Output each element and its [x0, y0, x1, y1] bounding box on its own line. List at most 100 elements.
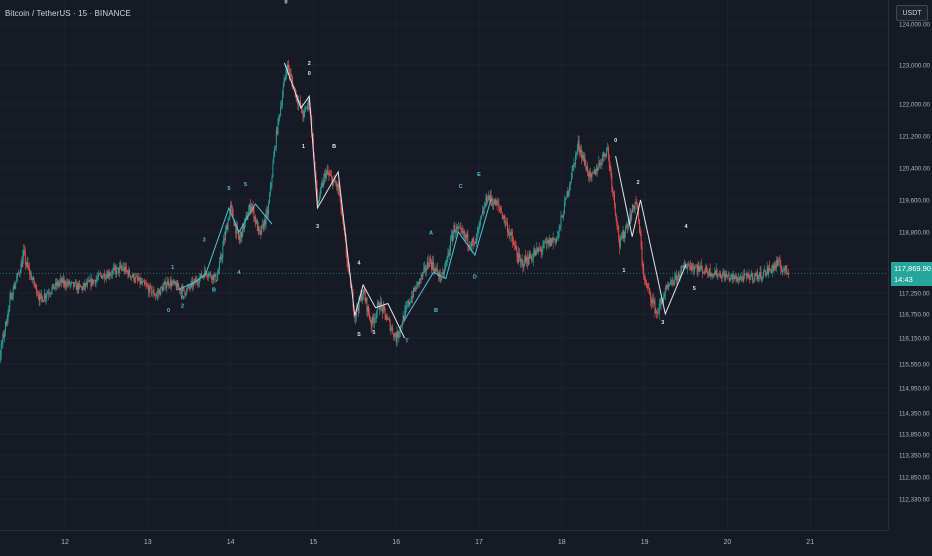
candle: [535, 249, 537, 257]
candle-body: [592, 172, 594, 174]
currency-unit-button[interactable]: USDT: [896, 5, 928, 21]
candle-body: [136, 276, 138, 278]
candle-body: [100, 274, 102, 276]
candle: [531, 253, 533, 264]
candle-body: [334, 178, 336, 183]
wave-label: 2: [308, 61, 311, 67]
candle: [484, 202, 486, 208]
candle-body: [83, 283, 85, 287]
candle-body: [743, 273, 745, 281]
candle: [676, 270, 677, 285]
candle: [176, 279, 178, 290]
candle-body: [693, 266, 695, 272]
candle: [588, 170, 589, 182]
candle: [642, 260, 644, 274]
candle-body: [729, 277, 731, 280]
candle-body: [318, 201, 320, 204]
candle-body: [325, 171, 327, 178]
candle: [755, 271, 757, 276]
candle-body: [500, 211, 502, 213]
candle: [713, 273, 715, 279]
candle: [456, 224, 458, 234]
candle: [173, 278, 175, 286]
candle: [582, 150, 583, 161]
candle-body: [475, 241, 476, 244]
candle-body: [643, 269, 645, 278]
candle-body: [491, 200, 493, 202]
candle-body: [153, 289, 155, 295]
candle: [266, 205, 268, 218]
candle-body: [237, 230, 239, 238]
candle: [283, 74, 285, 87]
candle-body: [171, 282, 173, 287]
candle-body: [148, 287, 150, 293]
candle-body: [170, 280, 172, 287]
candle-body: [211, 276, 213, 280]
candle: [17, 269, 19, 275]
candle: [718, 272, 720, 276]
candle: [682, 265, 683, 268]
candle-body: [549, 238, 551, 246]
candle-body: [379, 309, 381, 310]
candle-body: [127, 271, 129, 277]
candle-body: [368, 306, 370, 314]
candle: [565, 196, 567, 201]
candle-body: [616, 220, 618, 226]
candle: [362, 289, 364, 301]
candle-body: [583, 157, 585, 161]
candle: [655, 308, 657, 314]
candle-body: [304, 109, 306, 111]
candle: [91, 273, 93, 288]
candle: [579, 146, 581, 158]
candle: [689, 262, 690, 271]
candle-body: [405, 307, 407, 310]
candle: [155, 291, 157, 299]
candle-body: [85, 283, 87, 287]
candle-body: [337, 183, 339, 190]
candle-body: [746, 273, 748, 278]
candle-body: [748, 274, 750, 278]
candle: [168, 283, 170, 288]
candle-body: [42, 300, 44, 302]
candle: [525, 254, 527, 267]
candle-body: [243, 222, 245, 230]
candle-body: [595, 168, 597, 175]
candle-body: [51, 287, 53, 293]
candle-body: [478, 224, 480, 229]
candle-body: [606, 149, 608, 157]
candle: [39, 289, 41, 306]
candle: [394, 332, 395, 341]
candle-body: [375, 312, 377, 319]
candle: [530, 251, 532, 259]
candle: [692, 263, 694, 270]
wave-label: 0: [181, 295, 184, 301]
candle-body: [645, 282, 647, 286]
candle-body: [569, 185, 571, 191]
candle-body: [559, 226, 561, 227]
candle: [117, 267, 119, 270]
candle: [766, 261, 768, 276]
candle: [494, 198, 495, 205]
candle: [24, 244, 25, 256]
candle-body: [681, 267, 683, 270]
candle-body: [676, 275, 678, 281]
time-axis[interactable]: 1213141516171819202122: [0, 530, 897, 551]
candle-body: [241, 231, 243, 238]
candle-body: [169, 280, 171, 286]
candle-body: [163, 283, 165, 287]
candle: [622, 225, 624, 242]
candle: [388, 316, 390, 322]
candle-body: [262, 223, 263, 226]
candle: [15, 281, 17, 290]
candle-body: [540, 248, 542, 252]
candle-body: [450, 235, 452, 239]
candle-body: [276, 129, 278, 134]
candle-body: [181, 286, 183, 294]
candle-body: [165, 281, 167, 289]
candle: [225, 223, 227, 235]
candle: [777, 258, 779, 267]
candle: [143, 279, 144, 282]
candle-body: [442, 271, 444, 275]
